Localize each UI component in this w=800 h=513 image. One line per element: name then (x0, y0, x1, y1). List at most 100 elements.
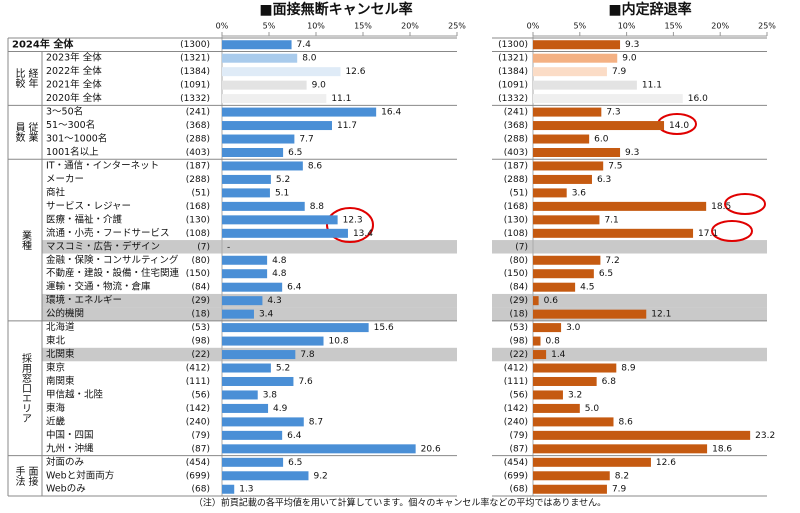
bar (222, 376, 294, 386)
bar (222, 161, 303, 171)
bar (533, 296, 539, 306)
value-label: 5.2 (276, 364, 290, 374)
count-label: (240) (186, 417, 210, 427)
bar (533, 67, 607, 77)
value-label: 23.2 (755, 431, 775, 441)
value-label: 8.8 (310, 202, 325, 212)
bar (222, 147, 284, 157)
bar (533, 376, 597, 386)
value-label: - (227, 242, 230, 252)
count-label: (1300) (498, 40, 528, 50)
bar (533, 390, 563, 400)
value-label: 17.1 (698, 229, 718, 239)
value-label: 3.4 (259, 310, 274, 320)
x-tick-label: 5% (263, 22, 276, 31)
value-label: 5.0 (585, 404, 600, 414)
count-label: (79) (192, 431, 210, 441)
group-label: 面接手法 (13, 465, 37, 486)
bar (533, 323, 562, 333)
bar (222, 457, 284, 467)
bar (222, 134, 295, 144)
count-label: (168) (504, 202, 528, 212)
x-tick-label: 15% (665, 22, 683, 31)
bar (533, 94, 683, 104)
value-label: 12.1 (651, 310, 671, 320)
bar (222, 363, 271, 373)
category-label: 2020年 全体 (46, 92, 102, 104)
panel-title: ■内定辞退率 (608, 1, 691, 18)
count-label: (288) (186, 135, 210, 145)
value-label: 3.0 (566, 323, 581, 333)
count-label: (168) (186, 202, 210, 212)
count-label: (22) (192, 350, 210, 360)
category-label: 近畿 (46, 415, 66, 427)
category-label: 不動産・建設・設備・住宅関連 (46, 267, 180, 279)
value-label: 18.5 (711, 202, 731, 212)
category-label: メーカー (46, 174, 84, 185)
row-highlight (492, 293, 767, 308)
category-label: 対面のみ (46, 456, 84, 468)
value-label: 8.6 (618, 417, 633, 427)
value-label: 12.6 (345, 67, 365, 77)
value-label: 8.0 (302, 54, 317, 64)
value-label: 11.1 (331, 94, 351, 104)
value-label: 15.6 (374, 323, 394, 333)
count-label: (7) (515, 242, 528, 252)
group-label: 経年比較 (13, 68, 37, 89)
category-label: 北関東 (46, 348, 75, 360)
value-label: 3.6 (572, 188, 587, 198)
category-label: 1001名以上 (46, 146, 99, 158)
count-label: (111) (186, 377, 210, 387)
category-label: 2024年 全体 (12, 38, 74, 51)
bar (533, 201, 707, 211)
value-label: 8.6 (308, 161, 323, 171)
x-tick-label: 25% (448, 22, 466, 31)
bar (222, 403, 269, 413)
value-label: 11.1 (642, 81, 662, 91)
value-label: 1.3 (239, 485, 253, 495)
value-label: 7.7 (299, 135, 313, 145)
value-label: 6.3 (597, 175, 611, 185)
bar (222, 67, 341, 77)
value-label: 0.8 (545, 337, 560, 347)
value-label: 3.2 (568, 390, 582, 400)
count-label: (368) (186, 121, 210, 131)
bar (533, 457, 651, 467)
value-label: 9.2 (313, 471, 327, 481)
value-label: 10.8 (329, 337, 349, 347)
x-tick-label: 10% (307, 22, 325, 31)
count-label: (80) (192, 256, 210, 266)
count-label: (241) (504, 108, 528, 118)
value-label: 20.6 (421, 444, 441, 454)
value-label: 16.0 (688, 94, 708, 104)
bar (533, 161, 604, 171)
count-label: (1300) (180, 40, 210, 50)
count-label: (288) (504, 175, 528, 185)
count-label: (98) (192, 337, 210, 347)
value-label: 8.9 (621, 364, 636, 374)
value-label: 4.9 (273, 404, 288, 414)
category-label: 2022年 全体 (46, 65, 102, 77)
category-label: 東北 (46, 335, 66, 347)
value-label: 6.4 (287, 431, 302, 441)
count-label: (142) (186, 404, 210, 414)
count-label: (1321) (180, 54, 210, 64)
count-label: (699) (504, 471, 528, 481)
bar (222, 336, 324, 346)
bar (533, 147, 621, 157)
count-label: (80) (510, 256, 528, 266)
value-label: 6.5 (288, 458, 302, 468)
count-label: (18) (192, 310, 210, 320)
x-tick-label: 20% (711, 22, 729, 31)
count-label: (1091) (180, 81, 210, 91)
bar (533, 174, 592, 184)
category-label: 東京 (46, 362, 65, 374)
category-label: 南関東 (46, 375, 75, 387)
bar (222, 80, 307, 90)
count-label: (403) (186, 148, 210, 158)
value-label: 5.2 (276, 175, 290, 185)
bar (222, 296, 263, 306)
count-label: (241) (186, 108, 210, 118)
x-tick-label: 15% (354, 22, 372, 31)
